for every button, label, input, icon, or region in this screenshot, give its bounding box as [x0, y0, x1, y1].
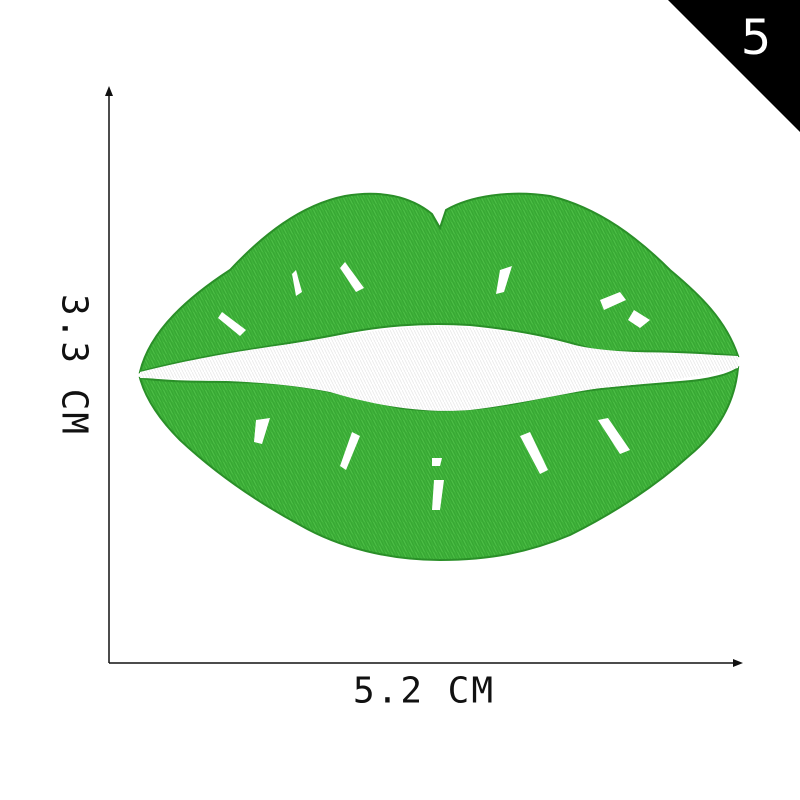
width-dimension-label: 5.2 CM — [352, 670, 496, 712]
width-axis-arrow-icon — [733, 659, 743, 667]
mouth-gap — [140, 326, 738, 411]
lip-highlights — [218, 262, 650, 510]
height-axis-arrow-icon — [105, 86, 113, 96]
corner-badge — [668, 0, 800, 132]
badge-number: 5 — [740, 10, 772, 66]
upper-lip — [138, 192, 740, 374]
